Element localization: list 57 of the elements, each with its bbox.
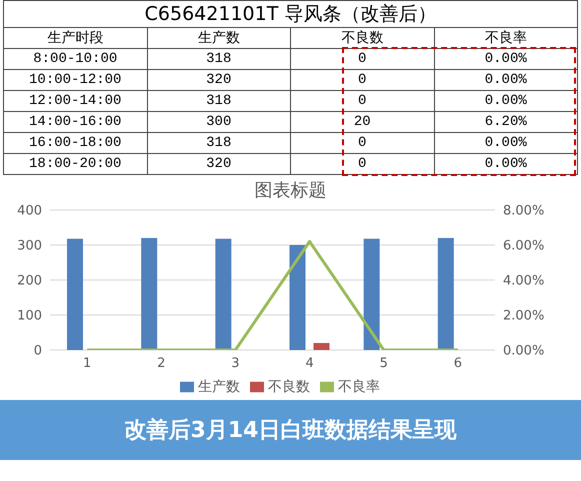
y2-tick-label: 2.00% (503, 308, 544, 324)
bar (215, 238, 232, 350)
data-label: 300 (147, 112, 290, 132)
category-label: 14:00-16:00 (4, 112, 147, 132)
bar (314, 343, 330, 350)
text: 不良数 (290, 28, 434, 48)
text: 生产时段 (4, 28, 147, 48)
data-label: 318 (147, 90, 290, 112)
bar (290, 245, 306, 350)
data-label: 0.00% (434, 48, 578, 70)
x-tick-label: 4 (305, 356, 314, 372)
data-label: 320 (147, 154, 290, 174)
bar (141, 238, 158, 350)
x-tick-label: 3 (231, 356, 240, 372)
data-label: 0 (290, 154, 434, 174)
data-label: 20 (290, 112, 434, 132)
data-label: 0.00% (434, 154, 578, 174)
data-label: 0 (290, 132, 434, 154)
category-label: 18:00-20:00 (4, 154, 147, 174)
y2-tick-label: 4.00% (503, 274, 544, 289)
bar (364, 238, 380, 350)
category-label: 8:00-10:00 (4, 48, 147, 70)
text: 改善后3月14日白班数据结果呈现 (0, 400, 581, 460)
data-label: 0 (290, 48, 434, 70)
legend-label: 不良率 (338, 379, 380, 395)
y2-tick-label: 6.00% (503, 238, 544, 254)
y2-tick-label: 0.00% (503, 344, 544, 359)
bar (438, 238, 454, 350)
x-tick-label: 2 (157, 356, 166, 372)
x-tick-label: 1 (82, 356, 92, 372)
y-tick-label: 400 (17, 204, 42, 219)
y2-tick-label: 8.00% (503, 204, 544, 219)
legend-label: 不良数 (268, 379, 310, 395)
y-tick-label: 200 (17, 274, 42, 289)
data-label: 0.00% (434, 90, 578, 112)
text: 不良率 (434, 28, 578, 48)
y-tick-label: 0 (34, 344, 42, 359)
data-label: 318 (147, 132, 290, 154)
data-label: 320 (147, 70, 290, 90)
data-label: 318 (147, 48, 290, 70)
text: C656421101T 导风条（改善后） (4, 0, 578, 28)
data-label: 6.20% (434, 112, 578, 132)
x-tick-label: 5 (380, 356, 388, 372)
legend-label: 生产数 (198, 379, 240, 395)
data-label: 0 (290, 90, 434, 112)
chart-title: 图表标题 (254, 179, 328, 203)
category-label: 10:00-12:00 (4, 70, 147, 90)
y-tick-label: 300 (17, 238, 42, 254)
data-label: 0.00% (434, 70, 578, 90)
y-tick-label: 100 (17, 308, 42, 324)
data-label: 0.00% (434, 132, 578, 154)
category-label: 12:00-14:00 (4, 90, 147, 112)
category-label: 16:00-18:00 (4, 132, 147, 154)
x-tick-label: 6 (454, 356, 462, 372)
text: 生产数 (147, 28, 290, 48)
bar (67, 238, 83, 350)
data-label: 0 (290, 70, 434, 90)
